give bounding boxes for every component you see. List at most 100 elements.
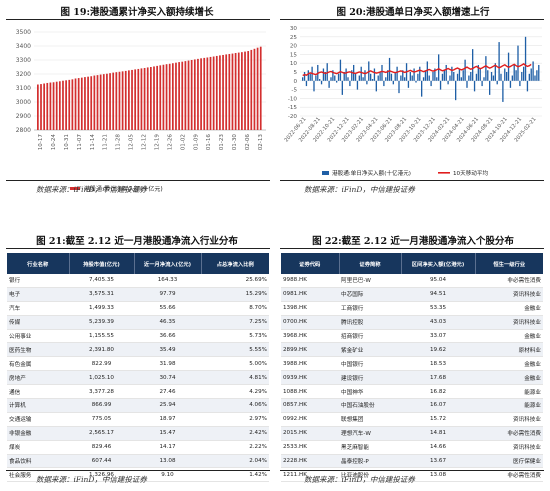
fig22-row: 2015.HK 理想汽车-W 14.81 非必需性消费	[281, 426, 543, 441]
fig19-bar	[175, 62, 177, 130]
fig20-bar	[475, 73, 478, 81]
fig20-bar	[436, 77, 438, 81]
fig20-bar	[337, 73, 340, 81]
fig20-bar	[345, 68, 347, 81]
fig22-cell: 94.51	[401, 287, 475, 302]
fig21-cell: 2,565.17	[69, 426, 134, 441]
fig20-bar	[387, 70, 389, 81]
fig21-cell: 822.99	[69, 356, 134, 372]
fig20-bar	[328, 80, 330, 88]
fig21-cell: 5,239.39	[69, 315, 134, 330]
fig20-bar	[322, 68, 325, 81]
fig22-cell: 3968.HK	[281, 329, 339, 344]
fig20-panel: 图 20:港股通单日净买入额增速上行 -20 -15 -10 -5 0 5 10 15 20 25…	[276, 0, 550, 205]
fig20-bar	[445, 64, 447, 81]
fig21-cell: 775.05	[69, 412, 134, 427]
fig19-bar	[37, 84, 39, 130]
fig19-xtick: 01-23	[219, 134, 225, 151]
fig22-cell: 2533.HK	[281, 440, 339, 455]
fig21-cell: 1,499.33	[69, 301, 134, 316]
fig21-header-industry: 行业名称	[7, 253, 70, 274]
fig20-bar	[409, 72, 411, 81]
fig22-cell: 建设银行	[339, 370, 401, 386]
fig20-bar	[430, 80, 432, 87]
fig20-bar	[485, 56, 487, 81]
fig20-legend: 港股通:单日净买入额(十亿港元) 10天移动平均	[322, 169, 488, 177]
fig20-bar	[383, 80, 385, 87]
fig19-bar	[171, 63, 174, 130]
fig22-row: 0992.HK 联想集团 15.72 资讯科技业	[281, 412, 543, 427]
fig19-bar	[65, 80, 67, 130]
fig19-panel: 图 19:港股通累计净买入额持续增长 2800 2900 3000 3100 3200 3…	[0, 0, 274, 205]
fig20-bar	[349, 80, 351, 87]
fig22-cell: 资讯科技业	[475, 440, 543, 455]
fig20-bar	[432, 72, 434, 81]
fig22-cell: 13.08	[401, 467, 475, 483]
fig19-xtick: 01-30	[232, 134, 238, 151]
fig19-xtick: 01-09	[193, 134, 199, 151]
fig22-cell: 金融业	[475, 329, 543, 344]
fig20-bar	[468, 75, 470, 81]
fig20-bar	[487, 70, 489, 81]
fig21-cell: 5.00%	[201, 356, 269, 372]
fig21-cell: 15.29%	[201, 287, 269, 302]
fig21-row: 医药生物 2,391.80 35.49 5.55%	[7, 342, 269, 358]
fig22-row: 2899.HK 紫金矿业 19.62 原材料业	[281, 342, 543, 358]
fig19-bar	[49, 82, 52, 130]
fig19-bar	[77, 78, 80, 130]
fig22-title-rule	[280, 248, 544, 249]
fig20-bar	[519, 80, 521, 87]
fig19-bar	[74, 78, 77, 130]
fig20-bar	[513, 64, 515, 81]
fig19-bar	[150, 67, 152, 130]
fig19-bar	[253, 48, 256, 130]
fig22-cell: 工商银行	[339, 301, 401, 316]
fig21-table: 行业名称 持股市值(亿元) 近一月净流入(亿元) 占总净流入比例 银行 7,405…	[7, 253, 269, 483]
fig20-bar	[362, 77, 364, 81]
fig19-bar	[193, 59, 196, 130]
fig21-panel: 图 21:截至 2.12 近一月港股通净流入行业分布 行业名称 持股市值(亿元)…	[0, 222, 274, 491]
fig21-cell: 607.44	[69, 454, 134, 469]
fig19-xtick: 10-24	[51, 134, 57, 151]
fig19-bar	[190, 60, 193, 130]
fig20-legend-line-swatch	[438, 172, 450, 174]
fig22-cell: 15.72	[401, 412, 475, 427]
fig20-bar	[477, 64, 479, 81]
fig20-bar	[347, 77, 349, 81]
fig20-bar	[428, 75, 430, 81]
fig20-ytick: 5	[293, 70, 297, 76]
fig21-cell: 27.46	[134, 384, 201, 400]
fig20-yticks: -20 -15 -10 -5 0 5 10 15 20 25 30	[288, 26, 298, 120]
fig20-bar	[411, 75, 413, 81]
fig21-cell: 煤炭	[7, 440, 69, 455]
fig19-bar	[80, 77, 83, 130]
fig19-ytick: 3100	[16, 85, 31, 92]
fig19-bar	[206, 57, 209, 131]
fig22-header-code: 证券代码	[281, 253, 340, 274]
fig20-bar	[421, 80, 423, 97]
fig21-cell: 5.73%	[201, 329, 269, 344]
fig21-cell: 866.99	[69, 398, 134, 413]
fig19-xtick: 01-16	[206, 134, 212, 151]
fig20-bar	[534, 75, 536, 81]
fig19-bottom-rule	[6, 180, 270, 181]
fig21-title: 图 21:截至 2.12 近一月港股通净流入行业分布	[36, 236, 238, 247]
fig20-bar	[413, 68, 415, 81]
fig20-ytick: 20	[290, 44, 298, 50]
fig20-legend-bar-swatch	[322, 171, 329, 175]
fig22-cell: 中国神华	[339, 384, 401, 400]
fig19-bar	[184, 61, 187, 131]
fig21-cell: 有色金属	[7, 356, 69, 372]
fig22-cell: 招商银行	[339, 329, 401, 344]
fig19-bar	[128, 70, 130, 130]
fig20-bar	[326, 63, 328, 81]
fig19-bar	[168, 63, 171, 130]
fig20-bar	[447, 80, 449, 85]
fig22-cell: 紫金矿业	[339, 342, 401, 358]
fig22-header-name: 证券简称	[339, 253, 402, 274]
fig19-bar	[187, 60, 190, 131]
fig21-cell: 4.06%	[201, 398, 269, 413]
fig20-bar	[343, 72, 345, 81]
fig19-xtick: 12-12	[142, 134, 148, 150]
